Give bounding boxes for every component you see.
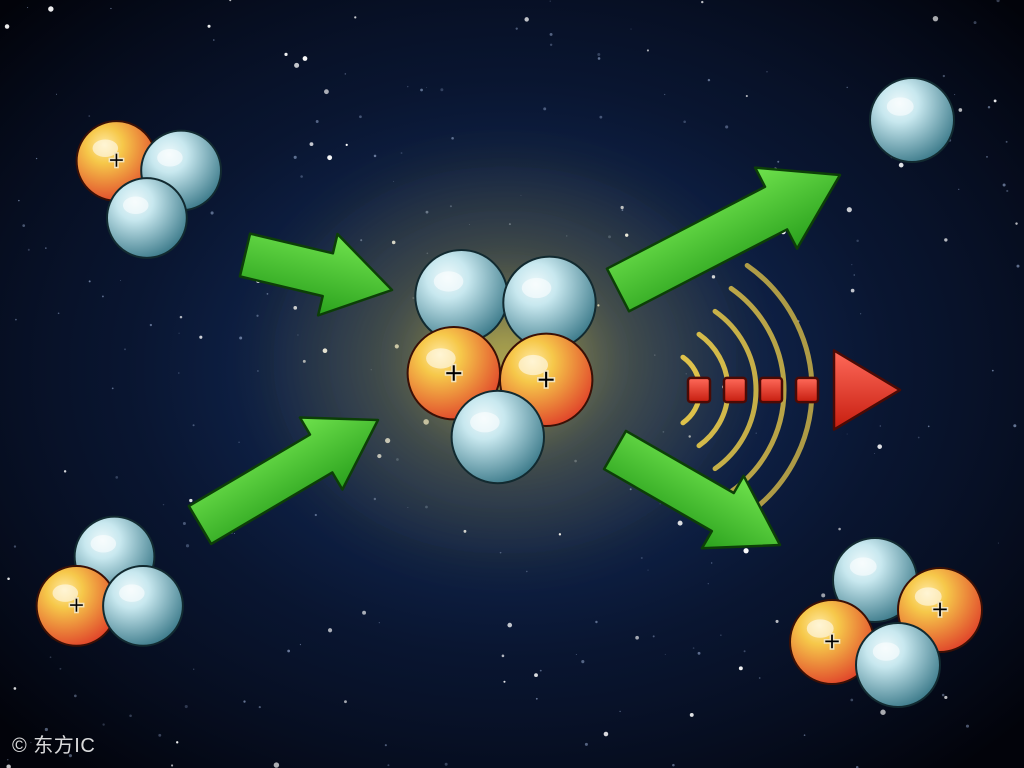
neutron — [452, 391, 544, 483]
neutron — [870, 78, 954, 162]
fusion-diagram: + + + + + + © 东方IC — [0, 0, 1024, 768]
proton-charge-label: + — [68, 590, 85, 622]
cluster-output_top — [870, 78, 954, 162]
proton-charge-label: + — [823, 626, 841, 659]
watermark-text: © 东方IC — [12, 729, 95, 758]
neutron — [107, 178, 187, 258]
neutron — [103, 566, 183, 646]
proton-charge-label: + — [108, 145, 125, 177]
proton-charge-label: + — [931, 594, 949, 627]
proton-charge-label: + — [537, 360, 556, 397]
proton-charge-label: + — [444, 354, 463, 391]
neutron — [856, 623, 940, 707]
